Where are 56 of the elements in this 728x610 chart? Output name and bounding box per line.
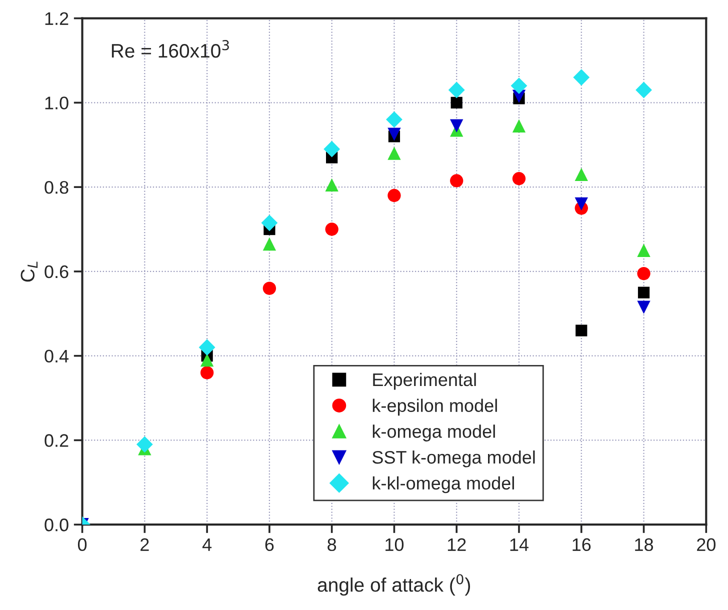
- point: [636, 82, 652, 98]
- point: [637, 244, 650, 257]
- point: [450, 96, 462, 108]
- x-tick-label: 8: [328, 538, 336, 552]
- point: [512, 172, 526, 186]
- point: [573, 69, 590, 86]
- point: [198, 339, 216, 356]
- y-tick-label: 0.4: [44, 350, 69, 363]
- x-tick-label: 2: [140, 538, 149, 551]
- point: [448, 82, 465, 98]
- point: [637, 300, 650, 314]
- y-tick-label: 1.2: [45, 12, 68, 25]
- point: [510, 78, 528, 94]
- point: [262, 237, 276, 251]
- point: [576, 324, 588, 336]
- point: [386, 111, 402, 128]
- x-tick-label: 10: [386, 538, 404, 552]
- point: [200, 366, 214, 380]
- point: [450, 174, 464, 188]
- point: [450, 119, 464, 132]
- point: [637, 266, 650, 280]
- point: [388, 188, 401, 202]
- point: [388, 128, 401, 141]
- legend-label: SST k-omega model: [372, 450, 535, 468]
- x-tick-label: 0: [78, 538, 87, 552]
- y-tick-label: 0.2: [44, 434, 68, 447]
- y-tick-label: 0.0: [44, 518, 68, 532]
- legend-label: k-kl-omega model: [372, 476, 514, 494]
- point: [388, 146, 401, 160]
- point: [638, 286, 650, 298]
- point: [325, 178, 338, 192]
- point: [136, 436, 153, 453]
- annotation: Re = 160x10$^{3}$: [112, 40, 229, 58]
- point: [262, 282, 276, 295]
- legend-label: k-omega model: [372, 424, 495, 442]
- x-tick-label: 6: [265, 538, 274, 552]
- point: [512, 119, 526, 132]
- y-tick-label: 0.6: [44, 265, 68, 278]
- x-tick-label: 14: [510, 538, 529, 551]
- legend-label: Experimental: [373, 372, 476, 390]
- point: [325, 222, 338, 236]
- y-axis-title: C$_{L}$: [20, 262, 38, 282]
- point: [574, 197, 588, 211]
- x-tick-label: 18: [635, 538, 654, 552]
- point: [574, 168, 588, 181]
- x-tick-label: 12: [448, 538, 466, 551]
- x-tick-label: 20: [697, 538, 716, 552]
- point: [200, 353, 214, 367]
- point: [261, 214, 278, 232]
- y-tick-label: 0.8: [44, 181, 68, 194]
- x-axis-title: angle of attack ($^{0}$): [318, 574, 470, 596]
- point: [324, 140, 340, 158]
- y-tick-label: 1.0: [45, 96, 68, 110]
- x-tick-label: 4: [202, 538, 212, 551]
- legend-label: k-epsilon model: [372, 398, 497, 416]
- x-tick-label: 16: [572, 538, 591, 552]
